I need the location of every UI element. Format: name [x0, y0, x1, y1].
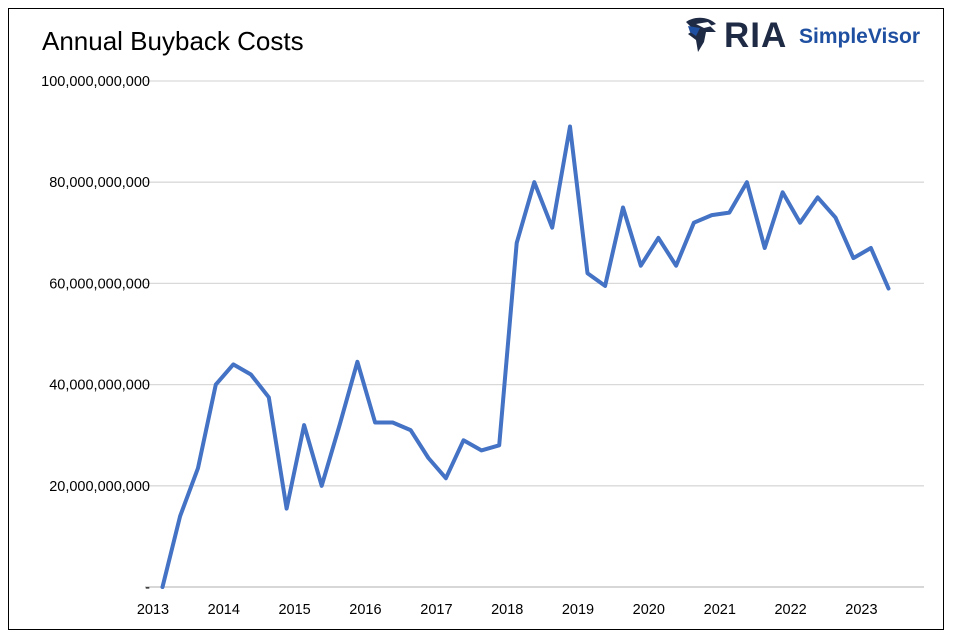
x-tick-label: 2020: [633, 602, 665, 618]
x-tick-label: 2014: [208, 602, 240, 618]
x-tick-label: 2021: [704, 602, 736, 618]
x-tick-label: 2016: [349, 602, 381, 618]
x-tick-label: 2013: [137, 602, 169, 618]
x-tick-label: 2023: [845, 602, 877, 618]
gridlines: [145, 80, 924, 588]
logo-brand: RIA: [724, 16, 788, 55]
chart-title: Annual Buyback Costs: [42, 26, 304, 56]
x-tick-label: 2018: [491, 602, 523, 618]
series: [160, 124, 891, 589]
y-tick-label: 60,000,000,000: [49, 276, 150, 292]
y-tick-label: 100,000,000,000: [41, 74, 150, 90]
y-tick-label: 80,000,000,000: [49, 175, 150, 191]
y-tick-label: 20,000,000,000: [49, 479, 150, 495]
series-line: [160, 124, 891, 589]
x-axis-ticks: 2013 2014 2015 2016 2017 2018 2019 2020 2021 2022…: [137, 602, 878, 618]
x-tick-label: 2015: [278, 602, 310, 618]
y-tick-label: -: [145, 580, 150, 596]
y-tick-label: 40,000,000,000: [49, 378, 150, 394]
y-axis-ticks: - 20,000,000,000 40,000,000,000 60,000,000,…: [41, 74, 150, 596]
x-tick-label: 2019: [562, 602, 594, 618]
x-tick-label: 2017: [420, 602, 452, 618]
logo-product: SimpleVisor: [799, 25, 920, 48]
chart-frame: [8, 8, 944, 630]
x-tick-label: 2022: [774, 602, 806, 618]
eagle-logo-icon: [686, 17, 716, 52]
